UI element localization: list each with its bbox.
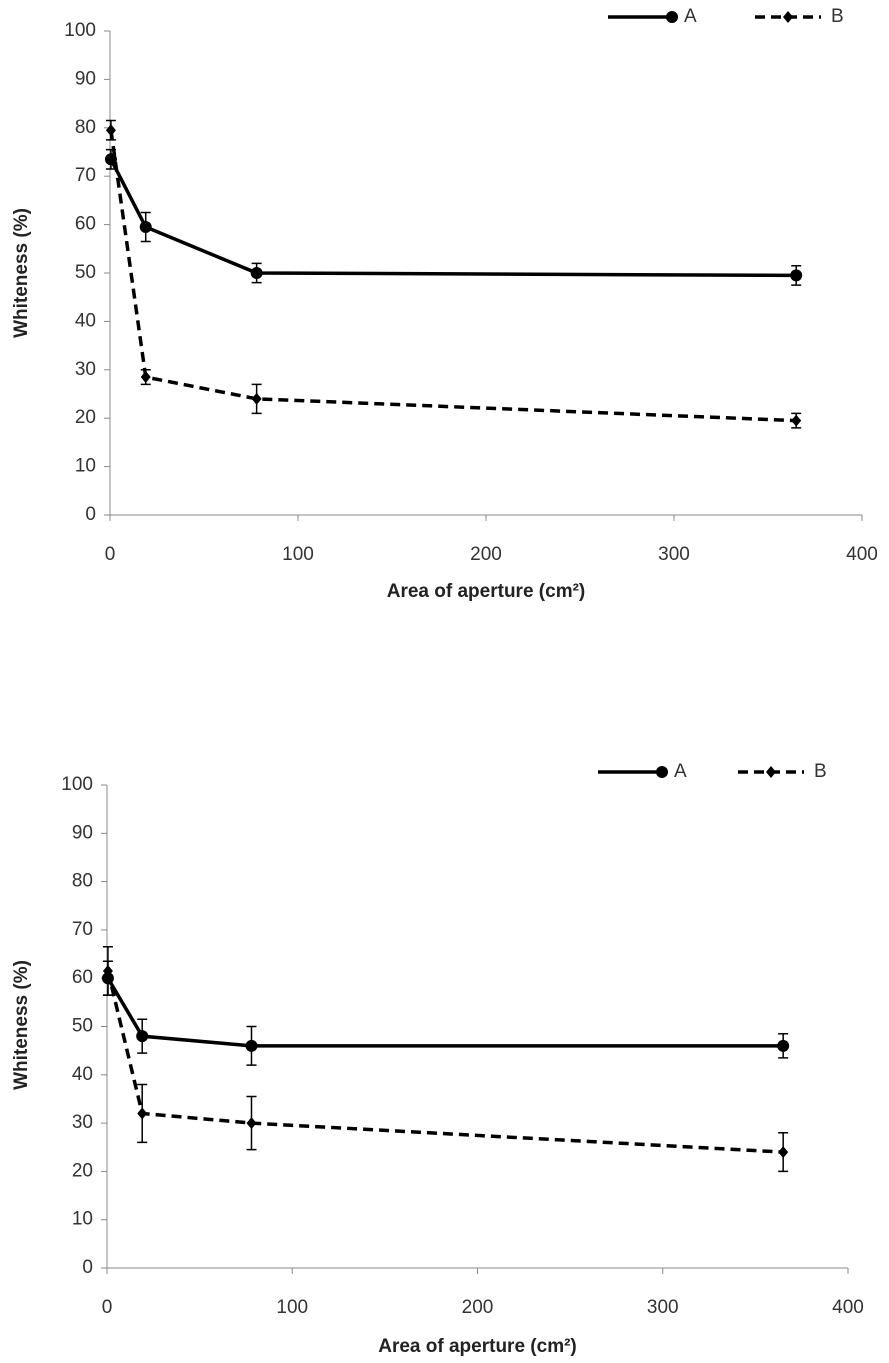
x-tick-label: 400 (846, 544, 878, 565)
x-tick-label: 100 (276, 1297, 308, 1318)
legend-marker (656, 766, 668, 778)
x-tick-label: 0 (102, 1297, 113, 1318)
series-line (109, 158, 797, 278)
x-axis-title: Area of aperture (cm²) (387, 581, 586, 602)
marker (140, 371, 151, 384)
y-tick-label: 90 (75, 68, 96, 89)
legend-label: A (684, 6, 697, 27)
series-line (109, 129, 797, 423)
y-tick-label: 80 (75, 117, 96, 138)
marker (778, 1146, 789, 1159)
x-tick-label: 300 (647, 1297, 679, 1318)
marker (102, 964, 113, 977)
y-tick-label: 70 (72, 919, 93, 940)
marker (137, 1107, 148, 1120)
y-tick-label: 70 (75, 165, 96, 186)
marker (136, 1030, 149, 1043)
y-tick-label: 50 (72, 1016, 93, 1037)
y-tick-label: 0 (82, 1257, 93, 1278)
legend-label: A (674, 761, 687, 782)
x-tick-label: 200 (470, 544, 502, 565)
y-tick-label: 100 (64, 20, 96, 41)
x-tick-label: 400 (832, 1297, 864, 1318)
marker (777, 1039, 790, 1052)
y-tick-label: 30 (75, 359, 96, 380)
x-tick-label: 200 (462, 1297, 494, 1318)
x-tick-label: 300 (658, 544, 690, 565)
x-tick-label: 100 (282, 544, 314, 565)
marker (790, 269, 803, 282)
series-line (106, 970, 784, 1154)
x-axis-title: Area of aperture (cm²) (378, 1336, 577, 1357)
y-tick-label: 60 (75, 214, 96, 235)
y-tick-label: 10 (75, 456, 96, 477)
y-tick-label: 20 (72, 1160, 93, 1181)
marker (246, 1117, 257, 1130)
y-tick-label: 90 (72, 822, 93, 843)
y-axis-title: Whiteness (%) (11, 960, 32, 1090)
y-axis-title: Whiteness (%) (11, 208, 32, 338)
marker (105, 124, 116, 137)
marker (139, 221, 152, 234)
marker (251, 392, 262, 405)
y-tick-label: 100 (61, 774, 93, 795)
legend-marker (783, 11, 793, 23)
y-tick-label: 60 (72, 967, 93, 988)
chart: 0 10 20 30 40 50 60 70 80 90 100 0 100 200 300 400 Area … (11, 6, 878, 602)
y-tick-label: 30 (72, 1112, 93, 1133)
x-tick-label: 0 (105, 544, 116, 565)
legend-marker (766, 766, 776, 778)
marker (250, 267, 263, 279)
series-line (106, 977, 784, 1048)
y-tick-label: 0 (85, 504, 96, 525)
y-tick-label: 20 (75, 407, 96, 428)
chart: 0 10 20 30 40 50 60 70 80 90 100 0 100 200 300 400 Area … (11, 761, 864, 1357)
y-tick-label: 40 (72, 1064, 93, 1085)
y-tick-label: 40 (75, 310, 96, 331)
y-tick-label: 10 (72, 1209, 93, 1230)
marker (245, 1039, 258, 1052)
legend-marker (666, 11, 678, 23)
marker (791, 414, 802, 427)
legend-label: B (831, 6, 844, 27)
legend-label: B (814, 761, 827, 782)
y-tick-label: 80 (72, 871, 93, 892)
y-tick-label: 50 (75, 262, 96, 283)
